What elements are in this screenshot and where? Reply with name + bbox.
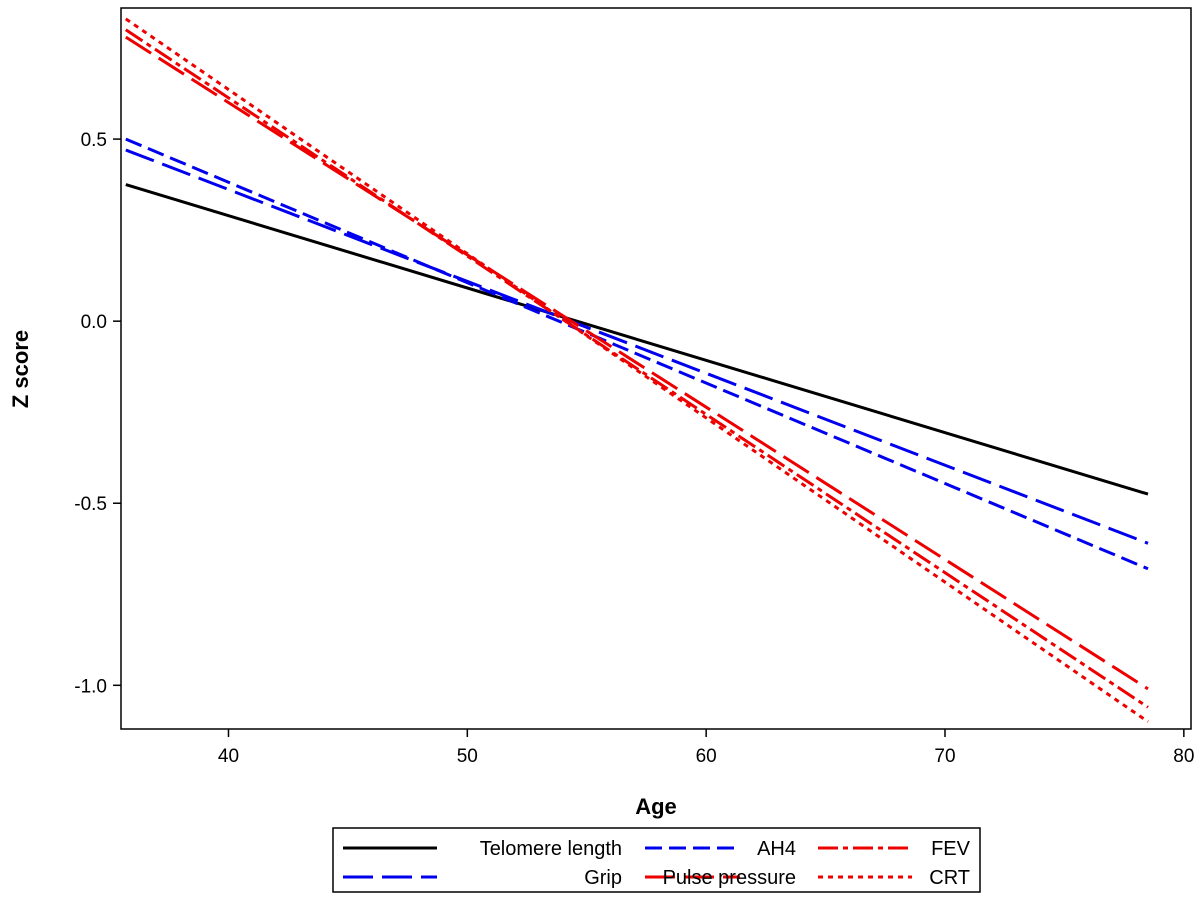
legend: Telomere length Grip AH4 Pulse pressure FEV C… <box>332 827 981 893</box>
x-tick-label: 50 <box>457 746 478 767</box>
x-axis-title: Age <box>635 794 677 819</box>
x-tick-label: 60 <box>696 746 717 767</box>
plot-frame <box>120 7 1192 730</box>
legend-label-crt: CRT <box>929 867 970 889</box>
series-line-grip <box>125 148 1149 545</box>
series-line-fev <box>124 28 1149 709</box>
legend-label-fev: FEV <box>931 838 971 860</box>
legend-label-ah4: AH4 <box>757 838 796 860</box>
y-tick-label: 0.0 <box>81 312 107 333</box>
series-line-crt <box>124 17 1149 723</box>
y-tick-label: -1.0 <box>74 676 107 697</box>
x-tick-label: 40 <box>218 746 239 767</box>
legend-label-grip: Grip <box>584 867 622 889</box>
series-layer <box>124 17 1149 723</box>
x-tick-label: 80 <box>1173 746 1194 767</box>
y-axis: -1.0 -0.5 0.0 0.5 <box>74 130 121 697</box>
legend-frame <box>332 827 981 893</box>
series-line-telomere-length <box>125 183 1149 496</box>
y-tick-label: -0.5 <box>74 494 107 515</box>
legend-label-telomere-length: Telomere length <box>480 838 622 860</box>
series-line-ah4 <box>125 137 1149 571</box>
legend-label-pulse-pressure: Pulse pressure <box>663 867 796 889</box>
x-axis: 40 50 60 70 80 <box>218 729 1194 767</box>
series-line-pulse-pressure <box>124 35 1149 691</box>
y-tick-label: 0.5 <box>81 130 107 151</box>
y-axis-title: Z score <box>8 330 33 408</box>
x-tick-label: 70 <box>934 746 955 767</box>
